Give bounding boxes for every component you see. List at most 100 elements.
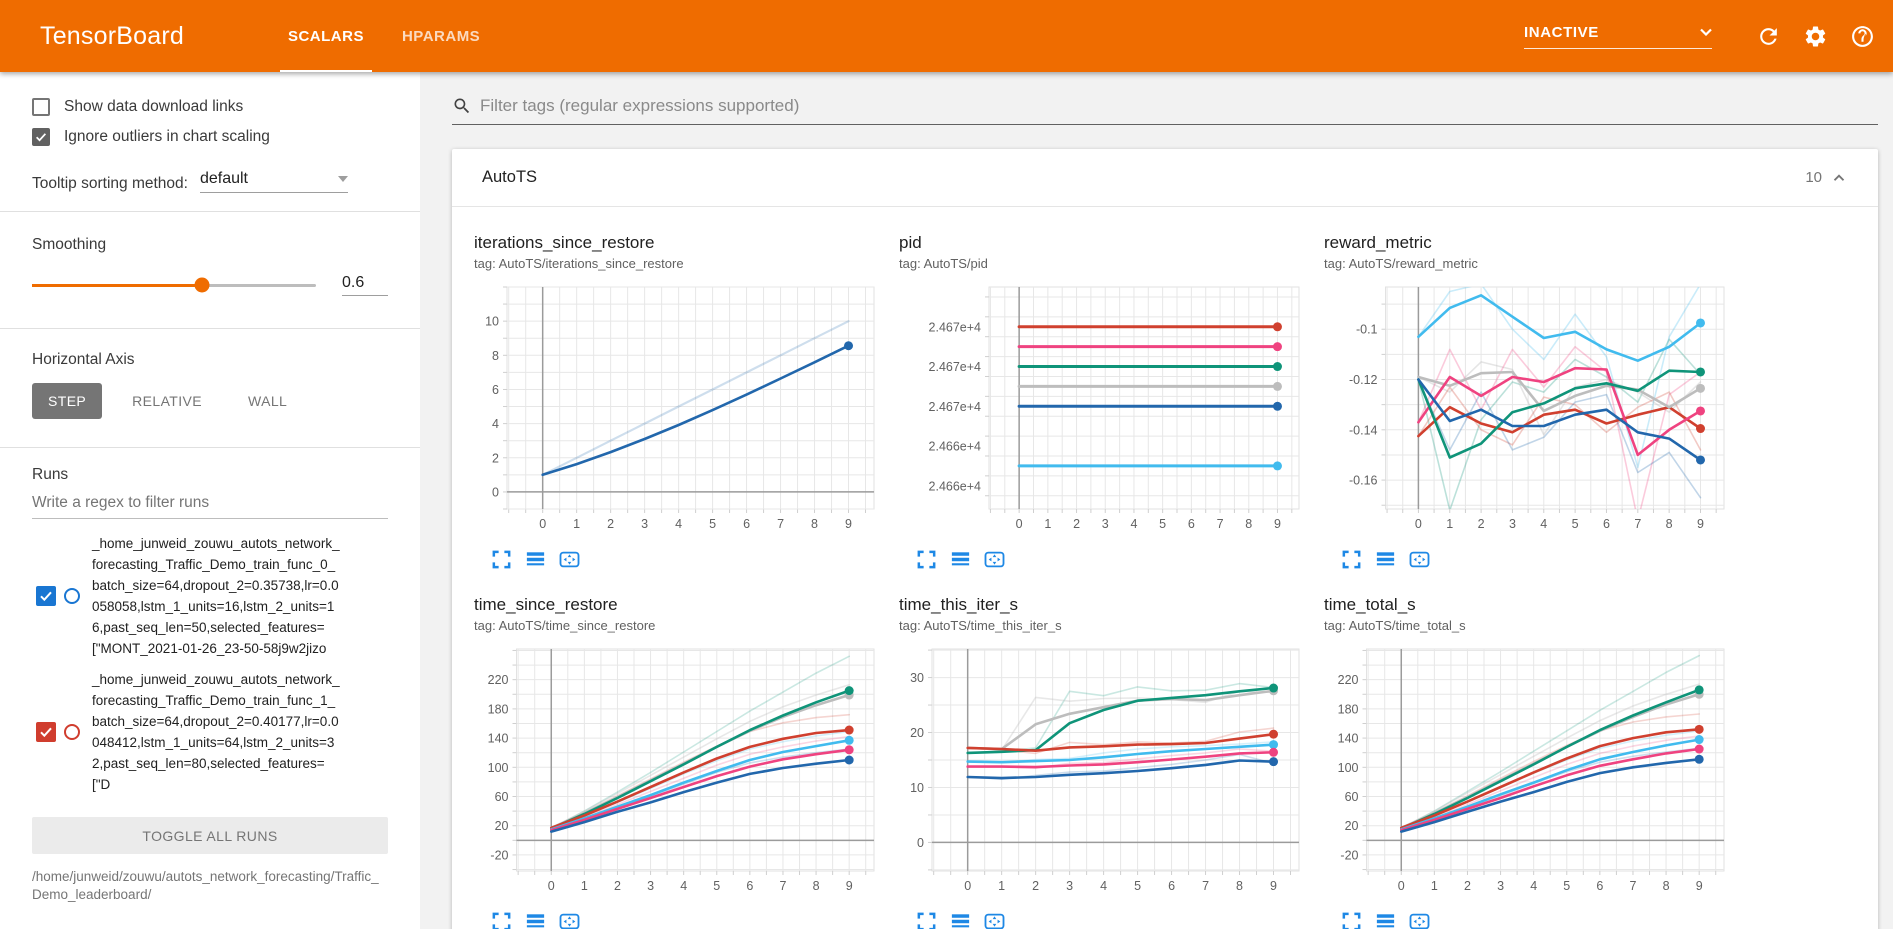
checkbox-row[interactable]: Ignore outliers in chart scaling	[32, 128, 388, 146]
header-tabs: SCALARS HPARAMS	[274, 0, 504, 72]
settings-sidebar: Show data download links Ignore outliers …	[0, 72, 420, 929]
toggle-all-runs-button[interactable]: TOGGLE ALL RUNS	[32, 817, 388, 854]
axis-option-relative[interactable]: RELATIVE	[132, 393, 203, 409]
smoothing-slider-fill	[32, 283, 203, 287]
tab-scalars[interactable]: SCALARS	[274, 0, 378, 72]
refresh-icon[interactable]	[1756, 24, 1781, 49]
runs-filter-input[interactable]	[32, 494, 388, 512]
smoothing-value[interactable]: 0.6	[342, 274, 388, 296]
run-checkbox[interactable]	[36, 586, 56, 606]
svg-text:3: 3	[1509, 517, 1516, 531]
fullscreen-icon[interactable]	[915, 910, 938, 929]
svg-text:2: 2	[1478, 517, 1485, 531]
data-table-icon[interactable]	[524, 548, 547, 571]
chart-title: reward_metric	[1324, 233, 1432, 252]
sidebar-divider	[0, 447, 420, 448]
svg-text:1: 1	[581, 879, 588, 893]
svg-text:0: 0	[548, 879, 555, 893]
svg-text:-0.14: -0.14	[1349, 423, 1378, 437]
fullscreen-icon[interactable]	[915, 548, 938, 571]
svg-text:2: 2	[1073, 517, 1080, 531]
data-table-icon[interactable]	[1374, 910, 1397, 929]
svg-text:1: 1	[1431, 879, 1438, 893]
data-table-icon[interactable]	[949, 910, 972, 929]
fit-domain-icon[interactable]	[1408, 910, 1431, 929]
svg-text:2.467e+4: 2.467e+4	[929, 360, 982, 374]
svg-text:3: 3	[1102, 517, 1109, 531]
fit-domain-icon[interactable]	[558, 548, 581, 571]
svg-text:7: 7	[777, 517, 784, 531]
svg-text:1: 1	[998, 879, 1005, 893]
svg-text:7: 7	[779, 879, 786, 893]
svg-text:2: 2	[1032, 879, 1039, 893]
tab-hparams[interactable]: HPARAMS	[401, 27, 481, 45]
svg-text:0: 0	[1398, 879, 1405, 893]
chart-plot-time_since_restore[interactable]: -20 20 60 100 140 180 220 0 1 2 3 4 5 6 7 8 9	[470, 643, 882, 901]
run-radio[interactable]	[64, 724, 80, 740]
smoothing-slider-thumb[interactable]	[194, 277, 210, 293]
data-table-icon[interactable]	[949, 548, 972, 571]
chart-title: iterations_since_restore	[474, 233, 655, 252]
smoothing-slider[interactable]	[32, 277, 316, 293]
svg-text:3: 3	[647, 879, 654, 893]
sidebar-divider	[0, 211, 420, 212]
checkbox-row[interactable]: Show data download links	[32, 98, 388, 116]
fullscreen-icon[interactable]	[490, 910, 513, 929]
chart-plot-time_total_s[interactable]: -20 20 60 100 140 180 220 0 1 2 3 4 5 6 7 8 9	[1320, 643, 1732, 901]
svg-text:7: 7	[1634, 517, 1641, 531]
fullscreen-icon[interactable]	[490, 548, 513, 571]
fit-domain-icon[interactable]	[1408, 548, 1431, 571]
chevron-up-icon[interactable]	[1830, 169, 1848, 187]
autots-card-header[interactable]: AutoTS 10	[452, 149, 1878, 207]
chart-toolbar	[1340, 548, 1745, 571]
axis-option-wall[interactable]: WALL	[248, 393, 288, 409]
status-dropdown[interactable]: INACTIVE	[1524, 23, 1712, 49]
chart-plot-time_this_iter_s[interactable]: 0 10 20 30 0 1 2 3 4 5 6 7 8 9	[895, 643, 1307, 901]
fit-domain-icon[interactable]	[983, 910, 1006, 929]
smoothing-label: Smoothing	[32, 236, 107, 253]
run-list: _home_junweid_zouwu_autots_network_forec…	[32, 533, 388, 795]
data-table-icon[interactable]	[524, 910, 547, 929]
fullscreen-icon[interactable]	[1340, 910, 1363, 929]
svg-text:10: 10	[910, 781, 924, 795]
svg-text:8: 8	[1663, 879, 1670, 893]
chart-title: time_this_iter_s	[899, 595, 1019, 614]
svg-text:8: 8	[492, 349, 499, 363]
svg-text:6: 6	[743, 517, 750, 531]
tag-filter-input[interactable]	[480, 96, 1878, 116]
chart-plot-iterations_since_restore[interactable]: 0 2 4 6 8 10 0 1 2 3 4 5 6 7 8 9	[470, 281, 882, 539]
svg-text:4: 4	[1540, 517, 1547, 531]
data-table-icon[interactable]	[1374, 548, 1397, 571]
svg-text:220: 220	[488, 673, 509, 687]
chart-toolbar	[490, 548, 895, 571]
svg-text:2: 2	[614, 879, 621, 893]
checkbox-checked-icon[interactable]	[32, 128, 50, 146]
help-icon[interactable]	[1850, 24, 1875, 49]
tooltip-sorting-select[interactable]: default	[199, 170, 348, 193]
svg-text:5: 5	[709, 517, 716, 531]
svg-text:10: 10	[485, 315, 499, 329]
run-radio[interactable]	[64, 588, 80, 604]
chart-plot-reward_metric[interactable]: -0.1 -0.12 -0.14 -0.16 0 1 2 3 4 5 6 7 8 9	[1320, 281, 1732, 539]
sidebar-divider	[0, 328, 420, 329]
fit-domain-icon[interactable]	[558, 910, 581, 929]
axis-option-step[interactable]: STEP	[32, 383, 103, 419]
svg-text:100: 100	[1338, 761, 1359, 775]
chart-plot-pid[interactable]: 2.467e+4 2.467e+4 2.467e+4 2.466e+4 2.466e+4…	[895, 281, 1307, 539]
run-checkbox[interactable]	[36, 722, 56, 742]
chart-card-pid: pid tag: AutoTS/pid 2.467e+4 2.467e+4 2.467e…	[895, 233, 1320, 571]
svg-text:5: 5	[1563, 879, 1570, 893]
settings-gear-icon[interactable]	[1803, 24, 1828, 49]
card-title: AutoTS	[482, 168, 538, 186]
svg-text:7: 7	[1217, 517, 1224, 531]
svg-text:2.466e+4: 2.466e+4	[929, 440, 982, 454]
checkbox-unchecked-icon[interactable]	[32, 98, 50, 116]
svg-text:0: 0	[917, 836, 924, 850]
tooltip-sorting-label: Tooltip sorting method:	[32, 175, 188, 192]
chart-grid: iterations_since_restore tag: AutoTS/iter…	[452, 207, 1878, 929]
chart-title: pid	[899, 233, 922, 252]
run-row: _home_junweid_zouwu_autots_network_forec…	[32, 669, 388, 795]
checkbox-label: Ignore outliers in chart scaling	[64, 128, 270, 145]
fullscreen-icon[interactable]	[1340, 548, 1363, 571]
fit-domain-icon[interactable]	[983, 548, 1006, 571]
